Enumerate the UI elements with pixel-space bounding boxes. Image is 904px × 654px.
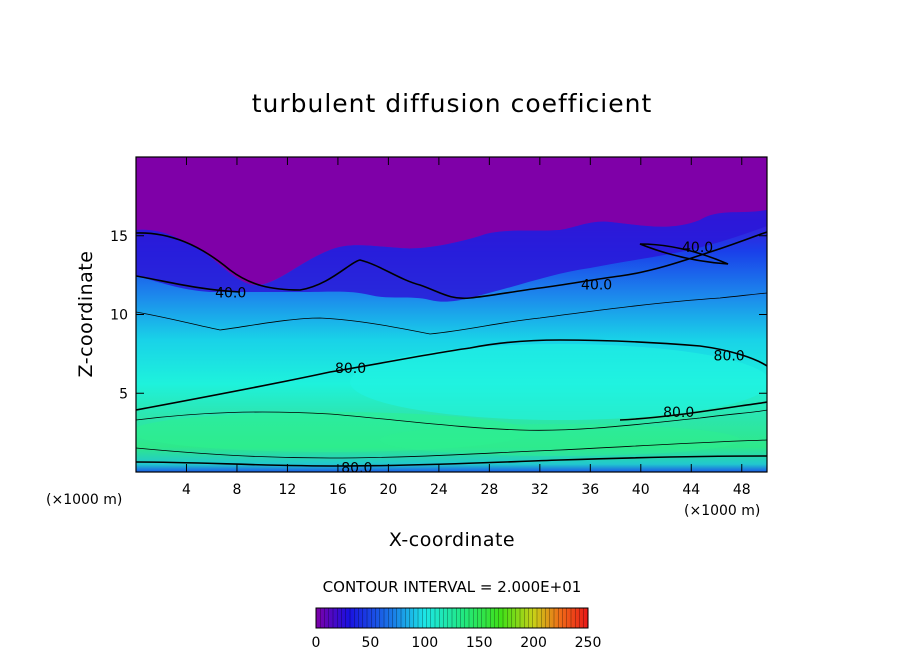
- x-tick-label: 28: [480, 482, 498, 498]
- x-tick-label: 44: [682, 482, 700, 498]
- colorbar: 0 50 100 150 200 250: [312, 607, 602, 651]
- plot-area: [136, 157, 767, 472]
- colorbar-tick-label: 50: [361, 635, 379, 651]
- contour-label: 80.0: [341, 460, 372, 476]
- x-axis-label: X-coordinate: [389, 529, 515, 551]
- contour-line-thin: [136, 409, 767, 431]
- deep-blue-band: [136, 210, 767, 302]
- colorbar-tick-label: 150: [466, 635, 493, 651]
- x-unit-left: (×1000 m): [46, 492, 122, 508]
- contour-line: [136, 455, 767, 467]
- contour-label: 40.0: [581, 278, 612, 294]
- contour-line: [136, 231, 767, 300]
- upper-region: [136, 157, 767, 286]
- contour-line-thin: [136, 439, 767, 459]
- contour-label: 40.0: [682, 240, 713, 256]
- y-tick-label: 15: [110, 229, 128, 245]
- x-tick-label: 32: [531, 482, 549, 498]
- x-tick-label: 20: [379, 482, 397, 498]
- x-tick-label: 4: [182, 482, 191, 498]
- x-tick-label: 48: [733, 482, 751, 498]
- x-tick-label: 8: [232, 482, 241, 498]
- contour-line: [639, 243, 729, 265]
- contour-lines: [136, 231, 767, 467]
- contour-line-thin: [136, 292, 767, 335]
- contour-line: [136, 339, 767, 411]
- y-axis-label: Z-coordinate: [75, 251, 97, 378]
- contour-label: 40.0: [215, 285, 246, 301]
- colorbar-tick-label: 200: [520, 635, 547, 651]
- contour-interval-text: CONTOUR INTERVAL = 2.000E+01: [323, 578, 582, 596]
- y-tick-label: 10: [110, 308, 128, 324]
- y-tick-label: 5: [119, 386, 128, 402]
- x-tick-label: 12: [279, 482, 297, 498]
- x-tick-label: 24: [430, 482, 448, 498]
- contour-label: 80.0: [663, 405, 694, 421]
- contour-line: [136, 275, 241, 293]
- contour-label: 80.0: [714, 348, 745, 364]
- colorbar-tick-labels: 0 50 100 150 200 250: [312, 635, 602, 651]
- colorbar-stripes: [320, 608, 584, 628]
- contour-label: 80.0: [335, 361, 366, 377]
- x-tick-label: 16: [329, 482, 347, 498]
- contour-line: [619, 401, 767, 421]
- colorbar-tick-label: 0: [312, 635, 321, 651]
- x-tick-label: 40: [632, 482, 650, 498]
- x-unit-right: (×1000 m): [684, 503, 760, 519]
- chart-title: turbulent diffusion coefficient: [252, 89, 653, 118]
- green-blob: [136, 412, 530, 452]
- colorbar-tick-label: 100: [411, 635, 438, 651]
- colorbar-tick-label: 250: [575, 635, 602, 651]
- x-tick-label: 36: [581, 482, 599, 498]
- cyan-blob: [350, 344, 767, 420]
- green-blob-2: [380, 424, 740, 456]
- contour-labels: 40.0 40.0 40.0 80.0 80.0 80.0 80.0: [215, 240, 745, 477]
